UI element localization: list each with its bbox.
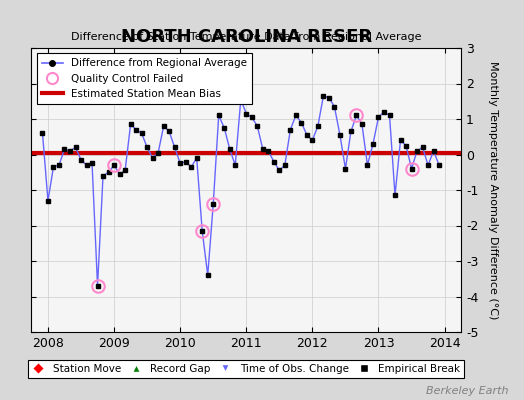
Legend: Station Move, Record Gap, Time of Obs. Change, Empirical Break: Station Move, Record Gap, Time of Obs. C… [28,360,464,378]
Text: Difference of Station Temperature Data from Regional Average: Difference of Station Temperature Data f… [71,32,421,42]
Title: NORTH CAROLINA RESER: NORTH CAROLINA RESER [121,28,372,46]
Text: Berkeley Earth: Berkeley Earth [426,386,508,396]
Y-axis label: Monthly Temperature Anomaly Difference (°C): Monthly Temperature Anomaly Difference (… [488,61,498,319]
